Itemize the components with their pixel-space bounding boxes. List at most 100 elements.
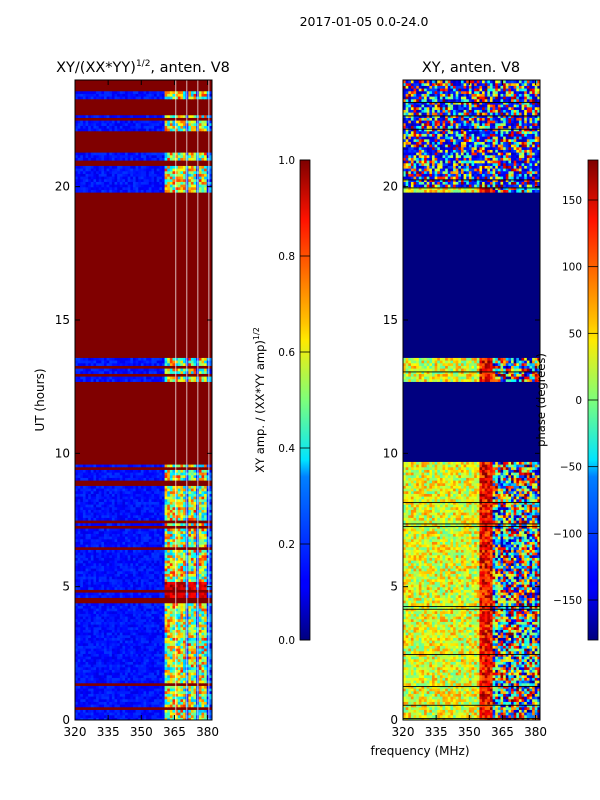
heatmap-row [75, 570, 212, 574]
right-plot-frame [402, 79, 541, 721]
left-axes: 320 335 350 365 380 0 5 10 15 20 [55, 80, 219, 739]
heatmap-row [75, 138, 212, 142]
heatmap-row [403, 149, 540, 153]
heatmap-row [75, 213, 212, 217]
heatmap-row [403, 456, 540, 460]
heatmap-row [75, 381, 212, 385]
heatmap-row [75, 400, 212, 404]
heatmap-row [75, 312, 212, 316]
x-tick-label: 320 [392, 725, 415, 739]
heatmap-row [75, 82, 212, 86]
heatmap-row [403, 680, 540, 684]
heatmap-row [75, 130, 212, 134]
left-cbar-label-main: XY amp. / (XX*YY amp) [253, 340, 267, 473]
heatmap-row [75, 680, 212, 684]
x-tick-label: 350 [130, 725, 153, 739]
heatmap-row [75, 184, 212, 188]
heatmap-row [75, 338, 212, 342]
y-tick-label: 15 [383, 313, 398, 327]
heatmap-row [75, 237, 212, 241]
heatmap-row [403, 685, 540, 689]
heatmap-row [403, 424, 540, 428]
heatmap-row [75, 258, 212, 262]
heatmap-row [75, 629, 212, 633]
colorbar-tick-label: 50 [569, 328, 582, 340]
heatmap-row [75, 325, 212, 329]
heatmap-row [75, 128, 212, 132]
heatmap-row [403, 309, 540, 313]
heatmap-row [403, 402, 540, 406]
heatmap-row [75, 88, 212, 92]
heatmap-row [75, 384, 212, 388]
heatmap-row [75, 469, 212, 473]
heatmap-row [403, 90, 540, 94]
channel-gap-line [208, 80, 210, 720]
heatmap-row [403, 304, 540, 308]
heatmap-row [403, 536, 540, 540]
heatmap-row [75, 149, 212, 153]
colorbar-tick-label: −150 [553, 595, 582, 607]
heatmap-row [403, 325, 540, 329]
heatmap-row [403, 520, 540, 524]
heatmap-row [403, 533, 540, 537]
heatmap-row [75, 146, 212, 150]
heatmap-row [75, 664, 212, 668]
heatmap-row [75, 658, 212, 662]
heatmap-row [75, 221, 212, 225]
heatmap-row [403, 565, 540, 569]
y-tick-label: 15 [55, 313, 70, 327]
heatmap-row [75, 336, 212, 340]
heatmap-row [403, 354, 540, 358]
heatmap-row [75, 200, 212, 204]
heatmap-row [75, 464, 212, 468]
heatmap-row [403, 650, 540, 654]
heatmap-row [75, 554, 212, 558]
heatmap-row [403, 154, 540, 158]
heatmap-row [403, 472, 540, 476]
heatmap-row [403, 250, 540, 254]
left-colorbar-ticks: 0.0 0.2 0.4 0.6 0.8 1.0 [278, 155, 310, 647]
heatmap-row [75, 136, 212, 140]
heatmap-row [403, 624, 540, 628]
heatmap-row [75, 229, 212, 233]
heatmap-row [75, 205, 212, 209]
heatmap-row [403, 141, 540, 145]
heatmap-row [75, 98, 212, 102]
heatmap-row [403, 322, 540, 326]
heatmap-row [75, 245, 212, 249]
heatmap-row [403, 266, 540, 270]
heatmap-row [403, 717, 540, 720]
heatmap-row [75, 456, 212, 460]
heatmap-row [403, 224, 540, 228]
heatmap-row [403, 165, 540, 169]
heatmap-row [403, 608, 540, 612]
heatmap-row [403, 160, 540, 164]
heatmap-row [75, 277, 212, 281]
heatmap-row [403, 202, 540, 206]
heatmap-row [403, 605, 540, 609]
heatmap-row [75, 392, 212, 396]
heatmap-row [403, 288, 540, 292]
y-tick-label: 0 [390, 713, 398, 727]
heatmap-row [75, 296, 212, 300]
shared-xlabel: frequency (MHz) [370, 744, 469, 758]
heatmap-row [75, 538, 212, 542]
left-ylabel: UT (hours) [33, 368, 47, 431]
heatmap-row [403, 704, 540, 708]
heatmap-row [75, 376, 212, 380]
heatmap-row [403, 373, 540, 377]
heatmap-row [403, 338, 540, 342]
y-tick-label: 10 [383, 446, 398, 460]
heatmap-row [403, 682, 540, 686]
heatmap-row [75, 410, 212, 414]
heatmap-row [75, 322, 212, 326]
y-tick-label: 5 [390, 580, 398, 594]
heatmap-row [403, 554, 540, 558]
heatmap-row [75, 328, 212, 332]
heatmap-row [75, 333, 212, 337]
heatmap-row [75, 226, 212, 230]
channel-gap-line [186, 80, 188, 720]
heatmap-row [403, 128, 540, 132]
heatmap-row [403, 277, 540, 281]
heatmap-row [403, 122, 540, 126]
